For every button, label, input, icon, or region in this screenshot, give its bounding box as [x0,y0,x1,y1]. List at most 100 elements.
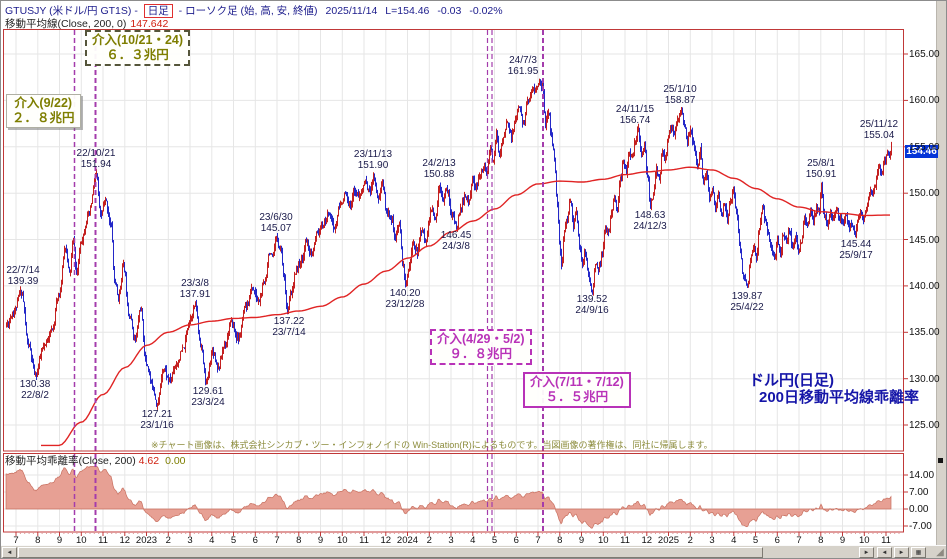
price-annotation: 140.20 23/12/28 [386,288,425,310]
date-axis-label: 7 [13,535,19,546]
annotation-date-or-price: 25/8/1 [807,158,835,169]
annotation-date-or-price: 151.94 [80,159,112,170]
date-axis-label: 12 [380,535,392,546]
date-axis-label: 8 [35,535,41,546]
price-annotation: 137.22 23/7/14 [272,316,305,338]
date-axis-label: 6 [774,535,780,546]
resize-grip[interactable]: ◢ [936,547,944,558]
annotation-date-or-price: 155.04 [863,130,895,141]
annotation-date-or-price: 23/7/14 [272,327,306,338]
annotation-date-or-price: 127.21 [141,409,173,420]
date-axis-label: 10 [859,535,870,546]
annotation-date-or-price: 23/3/8 [181,278,209,289]
annotation-date-or-price: 137.22 [273,316,305,327]
date-axis-label: 2 [165,535,171,546]
intervention-amount: ５．５兆円 [545,390,609,404]
intervention-box-apr[interactable]: 介入(4/29・5/2) ９．８兆円 [430,329,532,365]
scroll-right-button[interactable]: ► [859,547,874,558]
price-change-pct: -0.02% [469,5,503,17]
scroll-left-button[interactable]: ◄ [2,547,17,558]
annotation-date-or-price: 22/10/21 [76,148,116,159]
price-annotation: 139.87 25/4/22 [730,291,763,313]
annotation-date-or-price: 22/8/2 [21,390,49,401]
date-axis-label: 2 [426,535,432,546]
price-annotation: 139.52 24/9/16 [575,294,608,316]
date-axis-label: 4 [731,535,737,546]
intervention-amount: ９．８兆円 [449,347,513,361]
toolbar-button-1[interactable]: ◄ [877,547,892,558]
last-price: L=154.46 [385,5,430,17]
date-axis-label: 2 [687,535,693,546]
annotation-date-or-price: 24/2/13 [422,158,456,169]
date-axis-label: 11 [359,535,369,546]
date-axis-label: 11 [98,535,108,546]
date-axis-label: 6 [513,535,519,546]
separator: - [178,5,183,17]
indicator-axis-label: 0.00 [909,504,929,515]
symbol-label: GTUSJY (米ドル/円 GT1S) [5,5,132,17]
annotation-date-or-price: 148.63 [634,210,666,221]
price-axis-label: 125.00 [909,420,940,431]
date-axis-label: 3 [448,535,454,546]
annotation-date-or-price: 145.07 [260,223,292,234]
intervention-box-oct[interactable]: 介入(10/21・24) ６．３兆円 [85,30,191,66]
date-axis-label: 2024 [396,535,419,546]
ma-label: 移動平均線(Close, 200, 0) [5,18,127,30]
chart-title: ドル円(日足) 200日移動平均線乖離率 [749,372,919,406]
price-annotation: 24/2/13 150.88 [422,158,455,180]
price-annotation: 24/11/15 156.74 [616,104,654,126]
date-axis-label: 6 [252,535,258,546]
chart-title-line2: 200日移動平均線乖離率 [759,389,920,406]
annotation-date-or-price: 25/9/17 [839,250,873,261]
price-axis-label: 130.00 [909,374,940,385]
scrollbar-thumb[interactable] [18,547,763,558]
price-axis-label: 135.00 [909,327,940,338]
date-axis-label: 9 [839,535,846,546]
indicator-header: 移動平均乖離率(Close, 200) 4.62 0.00 [5,453,186,468]
annotation-date-or-price: 161.95 [507,66,539,77]
current-price-badge: 154.46 [905,145,938,158]
horizontal-scrollbar[interactable]: ◄ ► ◄ ► ▦ ◢ [1,545,946,558]
date-axis-label: 8 [557,535,563,546]
price-annotation: 25/1/10 158.87 [663,84,696,106]
toolbar-button-3[interactable]: ▦ [911,547,926,558]
date-axis-label: 7 [535,535,541,546]
intervention-box-jul[interactable]: 介入(7/11・7/12) ５．５兆円 [523,372,631,408]
intervention-amount: ６．３兆円 [106,48,169,62]
date-axis-label: 12 [119,535,131,546]
price-axis-label: 150.00 [909,188,940,199]
date-axis-label: 5 [752,535,759,546]
annotation-date-or-price: 24/11/15 [615,104,655,115]
date-axis-label: 10 [337,535,348,546]
price-annotation: 24/7/3 161.95 [508,55,539,77]
annotation-date-or-price: 22/7/14 [6,265,40,276]
intervention-date: 介入(9/22) [14,96,73,110]
price-annotation: 25/11/12 155.04 [860,119,898,141]
copyright-footnote: ※チャート画像は、株式会社シンカブ・ツー・インフォノイドの Win-Statio… [151,440,713,450]
date-axis-label: 9 [578,535,585,546]
price-axis-label: 155.00 [909,142,940,153]
price-annotation: 25/8/1 150.91 [806,158,837,180]
price-annotation: 23/11/13 151.90 [354,149,392,171]
annotation-date-or-price: 24/3/8 [442,241,470,252]
date-axis-label: 3 [709,535,715,546]
date-axis-label: 10 [598,535,609,546]
annotation-date-or-price: 23/6/30 [259,212,293,223]
date-axis-label: 2025 [657,535,680,546]
quote-date: 2025/11/14 [325,5,378,17]
ma-header: 移動平均線(Close, 200, 0) 147.642 [5,16,168,31]
price-annotation: 129.61 23/3/24 [191,386,224,408]
ma-value: 147.642 [130,18,169,30]
annotation-date-or-price: 139.87 [731,291,763,302]
separator: - [134,5,138,17]
annotation-date-or-price: 25/11/12 [859,119,899,130]
indicator-label: 移動平均乖離率(Close, 200) [5,455,136,467]
date-axis-label: 4 [470,535,476,546]
date-axis-label: 8 [818,535,824,546]
toolbar-button-2[interactable]: ► [894,547,909,558]
window-right-strip [936,1,946,545]
timeframe-chip[interactable]: 日足 [143,4,173,18]
intervention-box-sep[interactable]: 介入(9/22) ２．８兆円 [6,94,81,128]
